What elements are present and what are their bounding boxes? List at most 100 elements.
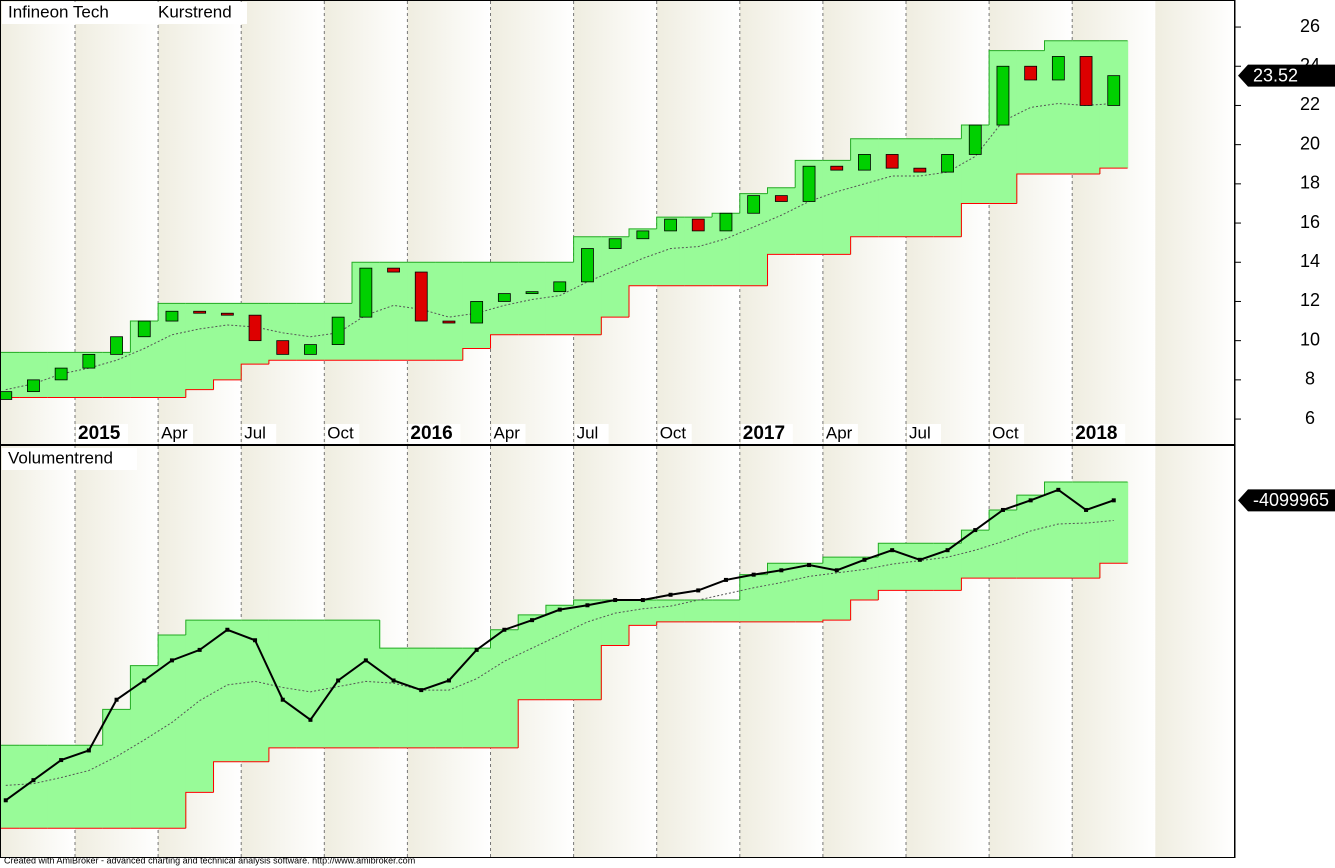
footer: Created with AmiBroker - advanced charti… [4, 855, 415, 865]
band [906, 138, 935, 237]
candle-body [636, 230, 650, 240]
band [379, 262, 408, 361]
candle-body [996, 65, 1010, 126]
upper-band-line [573, 236, 602, 263]
lower-band-line [1099, 167, 1128, 175]
volume-point [585, 603, 590, 608]
volume-point [723, 577, 728, 582]
band [407, 648, 436, 748]
volume-point [1084, 507, 1089, 512]
y-tick-label: 8 [1305, 369, 1315, 389]
upper-band-line [545, 604, 574, 615]
candle-body [470, 301, 484, 324]
band [379, 648, 408, 748]
band [712, 600, 741, 622]
x-tick-label: Oct [992, 423, 1019, 442]
volume-point [114, 697, 119, 702]
stripe [573, 1, 657, 444]
x-tick-label: Jul [909, 423, 931, 442]
band [75, 745, 104, 829]
volume-point [640, 598, 645, 603]
volume-point [779, 568, 784, 573]
volume-point [225, 627, 230, 632]
volume-point [31, 778, 36, 783]
stripe [407, 1, 491, 444]
candle-body [220, 312, 234, 316]
band [518, 614, 547, 700]
candle-body [442, 320, 456, 324]
band [296, 620, 325, 748]
volume-point [280, 697, 285, 702]
upper-band-line [129, 665, 159, 710]
candle-body [137, 320, 151, 338]
volume-point [834, 568, 839, 573]
volume-point [86, 748, 91, 753]
upper-band-line [850, 138, 879, 161]
volume-point [197, 647, 202, 652]
x-tick-label: Jul [244, 423, 266, 442]
stripe [1155, 446, 1234, 857]
candle-body [1079, 56, 1093, 106]
volume-point [336, 678, 341, 683]
upper-band-line [573, 599, 602, 606]
x-label-background [907, 424, 941, 444]
band [185, 303, 215, 390]
volume-point [253, 638, 258, 643]
lower-band-line [1099, 562, 1128, 579]
volume-point [696, 588, 701, 593]
band [352, 620, 381, 748]
badge-shape [1238, 64, 1335, 87]
upper-band-line [1044, 40, 1073, 51]
upper-band-line [157, 634, 186, 666]
lower-band-line [462, 347, 491, 361]
x-tick-label: Oct [327, 423, 354, 442]
volume-point [973, 528, 978, 533]
band [435, 648, 464, 748]
upper-band-line [877, 542, 906, 558]
band [961, 530, 990, 579]
y-tick-label: 14 [1300, 251, 1320, 271]
stripe [490, 1, 574, 444]
candle-body [82, 353, 96, 369]
volume-point [917, 557, 922, 562]
upper-band-line [490, 629, 519, 649]
stripe [739, 446, 823, 857]
upper-band-line [960, 529, 990, 544]
x-tick-label: 2017 [743, 423, 785, 444]
title-background [2, 448, 137, 470]
stripe [324, 1, 408, 444]
candle-body [941, 154, 954, 173]
x-tick-label: Apr [494, 423, 521, 442]
band [1099, 481, 1129, 564]
x-label-background [242, 424, 277, 444]
candle-body [774, 195, 788, 202]
upper-band-line [185, 619, 214, 636]
band [795, 563, 824, 622]
band [268, 620, 298, 748]
background-stripes [1, 1, 1234, 857]
band [545, 605, 575, 700]
volume-point [668, 592, 673, 597]
band [435, 262, 464, 361]
x-label-background [408, 424, 461, 444]
band [656, 600, 685, 622]
band [47, 745, 76, 829]
candle-body [0, 391, 13, 400]
x-tick-label: Apr [161, 423, 188, 442]
candle-body [719, 212, 733, 232]
y-tick-label: 12 [1300, 290, 1320, 310]
volume-point [945, 548, 950, 553]
lower-band-line [240, 363, 269, 380]
volume-point [613, 598, 618, 603]
upper-band-line [822, 556, 851, 564]
candle-body [387, 267, 400, 273]
candle-body [691, 218, 705, 232]
middle-band-line [5, 519, 1114, 786]
upper-band-line [767, 562, 796, 575]
band [822, 160, 852, 255]
x-label-background [1073, 424, 1126, 444]
candle-body [304, 344, 317, 355]
lower-band-line [850, 236, 879, 255]
lower-band-line [877, 589, 906, 601]
band [0, 352, 21, 398]
